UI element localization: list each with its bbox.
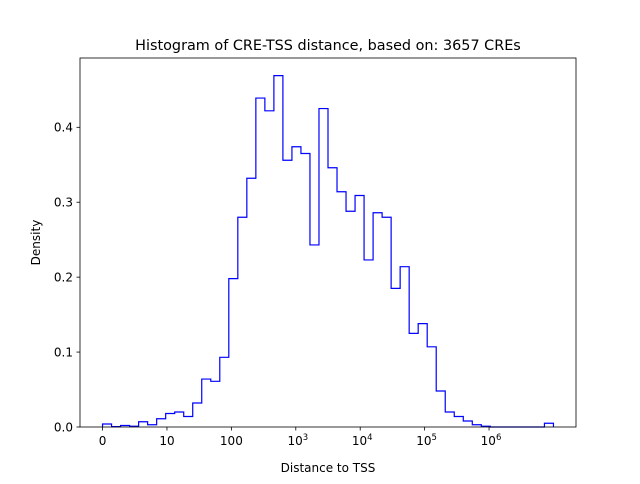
histogram-bin xyxy=(409,333,418,427)
x-tick-label: 10 xyxy=(159,434,174,448)
histogram-bin xyxy=(139,422,148,427)
histogram-bin xyxy=(382,217,391,427)
x-tick-label: 104 xyxy=(352,433,373,448)
histogram-bin xyxy=(274,76,283,427)
histogram-bin xyxy=(238,217,247,427)
histogram-bin xyxy=(166,414,175,427)
y-tick-label: 0.0 xyxy=(54,420,73,434)
histogram-bin xyxy=(220,357,229,427)
histogram-bin xyxy=(310,245,319,427)
histogram-bin xyxy=(337,192,346,427)
histogram-bin xyxy=(364,260,373,427)
histogram-bin xyxy=(400,267,409,427)
y-tick-label: 0.2 xyxy=(54,270,73,284)
histogram-step-outline xyxy=(103,76,554,427)
y-tick-label: 0.1 xyxy=(54,345,73,359)
x-axis-label: Distance to TSS xyxy=(281,461,376,475)
x-tick-label: 105 xyxy=(416,433,437,448)
histogram-bin xyxy=(256,98,265,427)
histogram-bin xyxy=(157,419,166,427)
histogram-bin xyxy=(247,178,256,427)
histogram-bin xyxy=(463,421,472,427)
histogram-bin xyxy=(202,379,211,427)
x-tick-label: 100 xyxy=(220,434,243,448)
histogram-bin xyxy=(301,154,310,427)
y-axis-label: Density xyxy=(29,220,43,266)
histogram-bin xyxy=(211,381,220,427)
x-tick-label: 0 xyxy=(99,434,107,448)
histogram-bin xyxy=(418,324,427,427)
histogram-bin xyxy=(445,412,454,427)
histogram-bin xyxy=(193,403,202,427)
y-tick-label: 0.3 xyxy=(54,196,73,210)
histogram-bin xyxy=(346,211,355,427)
histogram-bin xyxy=(373,213,382,427)
x-tick-label: 103 xyxy=(287,433,308,448)
histogram-bin xyxy=(355,195,364,427)
histogram-bin xyxy=(292,147,301,427)
histogram-bin xyxy=(436,391,445,427)
histogram-bin xyxy=(319,109,328,427)
y-tick-label: 0.4 xyxy=(54,121,73,135)
histogram-bin xyxy=(391,288,400,427)
histogram-bin xyxy=(454,417,463,427)
x-tick-label: 106 xyxy=(481,433,502,448)
histogram-bin xyxy=(283,160,292,427)
histogram-bin xyxy=(184,417,193,427)
histogram-bin xyxy=(328,168,337,427)
histogram-bin xyxy=(265,111,274,427)
histogram-bin xyxy=(427,347,436,427)
chart-title: Histogram of CRE-TSS distance, based on:… xyxy=(135,38,521,54)
histogram-bin xyxy=(175,412,184,427)
histogram-bin xyxy=(229,279,238,427)
